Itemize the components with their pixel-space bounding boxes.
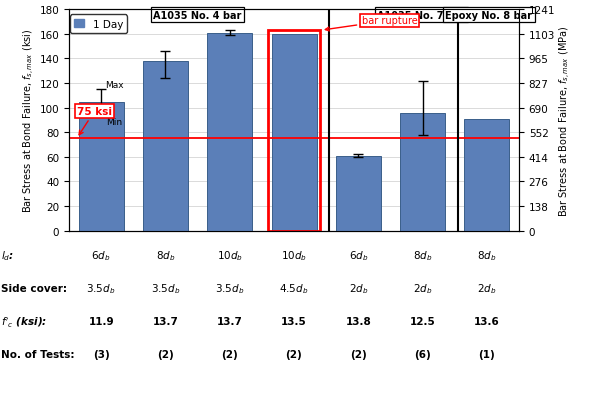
Text: $4.5d_b$: $4.5d_b$ xyxy=(280,281,308,295)
Text: $2d_b$: $2d_b$ xyxy=(413,281,432,295)
Bar xyxy=(271,35,317,231)
Text: (3): (3) xyxy=(93,349,110,359)
Text: $10d_b$: $10d_b$ xyxy=(281,249,307,263)
Text: $6d_b$: $6d_b$ xyxy=(91,249,111,263)
Text: (2): (2) xyxy=(350,349,367,359)
Text: 13.7: 13.7 xyxy=(152,316,178,326)
Text: (2): (2) xyxy=(286,349,302,359)
Text: (1): (1) xyxy=(478,349,495,359)
Text: $l_d$:: $l_d$: xyxy=(1,249,14,263)
Bar xyxy=(400,113,445,231)
Text: Min: Min xyxy=(106,118,122,127)
Text: 11.9: 11.9 xyxy=(88,316,114,326)
Text: Side cover:: Side cover: xyxy=(1,283,67,293)
Text: (2): (2) xyxy=(157,349,174,359)
Text: 75 ksi: 75 ksi xyxy=(77,106,112,135)
Text: $8d_b$: $8d_b$ xyxy=(477,249,497,263)
Bar xyxy=(464,119,509,231)
Text: $6d_b$: $6d_b$ xyxy=(349,249,368,263)
Text: $8d_b$: $8d_b$ xyxy=(413,249,432,263)
Text: 13.5: 13.5 xyxy=(281,316,307,326)
Text: Epoxy No. 8 bar: Epoxy No. 8 bar xyxy=(445,11,532,21)
Text: 13.6: 13.6 xyxy=(474,316,500,326)
Bar xyxy=(79,102,124,231)
Text: A1035 No. 4 bar: A1035 No. 4 bar xyxy=(154,11,242,21)
Text: A1035 No. 7 bar: A1035 No. 7 bar xyxy=(377,11,466,21)
Bar xyxy=(143,62,188,231)
Text: 12.5: 12.5 xyxy=(410,316,436,326)
Bar xyxy=(207,34,252,231)
Text: 13.7: 13.7 xyxy=(217,316,242,326)
Text: $3.5d_b$: $3.5d_b$ xyxy=(151,281,180,295)
Text: No. of Tests:: No. of Tests: xyxy=(1,349,75,359)
Text: $2d_b$: $2d_b$ xyxy=(349,281,368,295)
Text: $8d_b$: $8d_b$ xyxy=(156,249,175,263)
Text: $3.5d_b$: $3.5d_b$ xyxy=(215,281,244,295)
Y-axis label: Bar Stress at Bond Failure, $f_{s,max}$ (MPa): Bar Stress at Bond Failure, $f_{s,max}$ … xyxy=(558,25,573,216)
Text: $10d_b$: $10d_b$ xyxy=(217,249,243,263)
Text: $f'_c$ (ksi):: $f'_c$ (ksi): xyxy=(1,314,47,328)
Text: $2d_b$: $2d_b$ xyxy=(477,281,497,295)
Bar xyxy=(336,156,381,231)
Text: Max: Max xyxy=(104,81,124,89)
Text: 13.8: 13.8 xyxy=(346,316,371,326)
Legend: 1 Day: 1 Day xyxy=(70,16,127,34)
Text: bar rupture: bar rupture xyxy=(325,16,417,32)
Y-axis label: Bar Stress at Bond Failure, $f_{s,max}$ (ksi): Bar Stress at Bond Failure, $f_{s,max}$ … xyxy=(22,29,37,213)
Text: (6): (6) xyxy=(414,349,431,359)
Text: $3.5d_b$: $3.5d_b$ xyxy=(86,281,116,295)
Text: (2): (2) xyxy=(221,349,238,359)
